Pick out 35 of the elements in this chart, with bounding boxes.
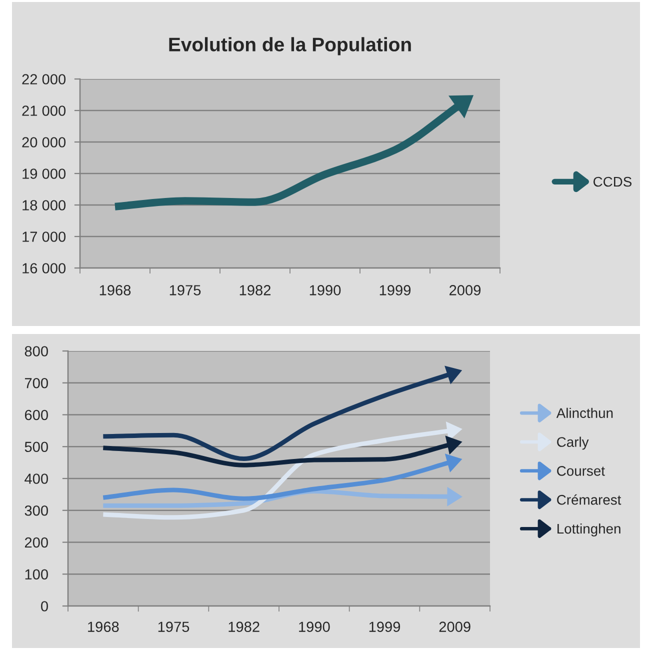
y-tick-label: 400 <box>24 474 48 484</box>
x-tick-label: 1968 <box>100 285 131 296</box>
y-tick-label: 800 <box>24 346 48 356</box>
x-tick-label: 1975 <box>158 622 190 632</box>
y-tick-label: 22 000 <box>22 74 66 84</box>
legend-label: Carly <box>557 436 589 450</box>
y-tick-label: 19 000 <box>22 168 66 179</box>
x-tick-label: 1968 <box>88 622 119 632</box>
x-tick-label: 1975 <box>170 285 201 296</box>
y-tick-label: 21 000 <box>22 106 66 116</box>
x-tick-label: 2009 <box>439 622 470 632</box>
chart-title: Evolution de la Population <box>169 37 411 56</box>
y-tick-label: 500 <box>24 442 48 452</box>
legend-label: Alincthun <box>556 408 613 418</box>
legend-label: Lottinghen <box>558 523 620 536</box>
legend-label: CCDS <box>594 176 632 187</box>
x-tick-label: 1999 <box>369 622 400 632</box>
y-tick-label: 18 000 <box>22 200 66 210</box>
y-tick-label: 300 <box>24 505 48 516</box>
legend-label: Crémarest <box>557 494 622 505</box>
y-tick-label: 20 000 <box>22 137 66 148</box>
x-tick-label: 2009 <box>450 285 481 296</box>
y-tick-label: 700 <box>24 378 48 388</box>
y-tick-label: 200 <box>24 537 48 548</box>
x-tick-label: 1982 <box>240 285 270 296</box>
y-tick-label: 600 <box>24 410 48 420</box>
x-tick-label: 1982 <box>228 622 260 632</box>
x-tick-label: 1990 <box>310 285 341 296</box>
y-tick-label: 0 <box>41 601 48 612</box>
x-tick-label: 1999 <box>380 285 411 296</box>
legend-label: Courset <box>557 466 605 476</box>
y-tick-label: 17 000 <box>22 232 66 242</box>
y-tick-label: 16 000 <box>22 263 66 274</box>
y-tick-label: 100 <box>25 569 48 580</box>
x-tick-label: 1990 <box>299 622 330 632</box>
